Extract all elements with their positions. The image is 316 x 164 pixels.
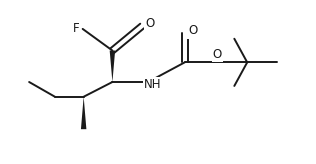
Text: NH: NH: [144, 78, 162, 92]
Polygon shape: [110, 51, 115, 82]
Text: O: O: [145, 18, 155, 31]
Polygon shape: [81, 97, 86, 129]
Text: O: O: [188, 24, 197, 37]
Text: O: O: [213, 48, 222, 61]
Text: F: F: [72, 22, 79, 35]
